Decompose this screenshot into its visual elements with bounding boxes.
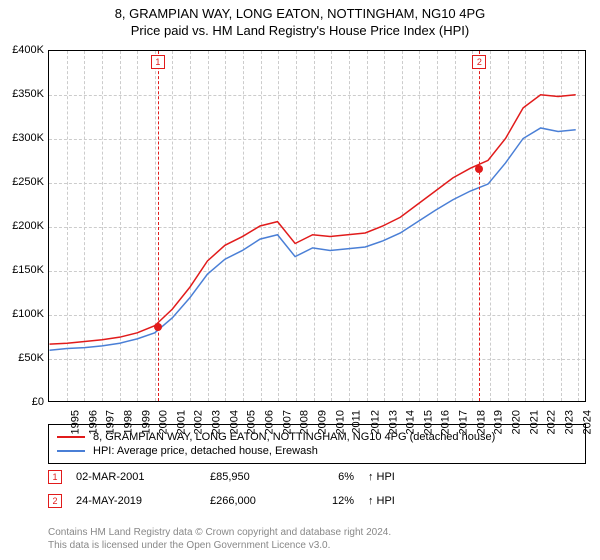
- footer: Contains HM Land Registry data © Crown c…: [48, 526, 391, 552]
- arrow-up-icon: ↑: [368, 495, 374, 507]
- footer-line1: Contains HM Land Registry data © Crown c…: [48, 526, 391, 539]
- sale-price: £85,950: [210, 471, 300, 483]
- y-tick-label: £0: [4, 396, 44, 408]
- legend-item-hpi: HPI: Average price, detached house, Erew…: [57, 445, 577, 457]
- legend-item-property: 8, GRAMPIAN WAY, LONG EATON, NOTTINGHAM,…: [57, 431, 577, 443]
- sale-hpi: ↑ HPI: [368, 495, 395, 507]
- y-tick-label: £50K: [4, 352, 44, 364]
- chart-area: 12: [48, 50, 586, 402]
- y-tick-label: £350K: [4, 88, 44, 100]
- y-tick-label: £300K: [4, 132, 44, 144]
- sale-hpi: ↑ HPI: [368, 471, 395, 483]
- sale-date: 02-MAR-2001: [76, 471, 196, 483]
- chart-container: 8, GRAMPIAN WAY, LONG EATON, NOTTINGHAM,…: [0, 0, 600, 560]
- y-tick-label: £100K: [4, 308, 44, 320]
- legend-swatch: [57, 436, 85, 438]
- marker-dot: [475, 165, 483, 173]
- sale-row-2: 2 24-MAY-2019 £266,000 12% ↑ HPI: [48, 494, 586, 508]
- sale-hpi-label: HPI: [377, 495, 395, 507]
- legend-label: 8, GRAMPIAN WAY, LONG EATON, NOTTINGHAM,…: [93, 431, 495, 443]
- title-line2: Price paid vs. HM Land Registry's House …: [0, 23, 600, 38]
- marker-line: [158, 51, 159, 401]
- legend-swatch: [57, 450, 85, 452]
- arrow-up-icon: ↑: [368, 471, 374, 483]
- y-tick-label: £150K: [4, 264, 44, 276]
- y-tick-label: £400K: [4, 44, 44, 56]
- title-line1: 8, GRAMPIAN WAY, LONG EATON, NOTTINGHAM,…: [0, 6, 600, 21]
- sale-pct: 12%: [314, 495, 354, 507]
- marker-tag: 1: [151, 55, 165, 69]
- y-tick-label: £200K: [4, 220, 44, 232]
- sale-marker-tag: 1: [48, 470, 62, 484]
- series-property: [50, 95, 576, 344]
- footer-line2: This data is licensed under the Open Gov…: [48, 539, 391, 552]
- marker-line: [479, 51, 480, 401]
- legend: 8, GRAMPIAN WAY, LONG EATON, NOTTINGHAM,…: [48, 424, 586, 464]
- series-hpi: [50, 128, 576, 350]
- sale-marker-tag: 2: [48, 494, 62, 508]
- chart-lines: [49, 51, 585, 401]
- sale-row-1: 1 02-MAR-2001 £85,950 6% ↑ HPI: [48, 470, 586, 484]
- sale-price: £266,000: [210, 495, 300, 507]
- title-block: 8, GRAMPIAN WAY, LONG EATON, NOTTINGHAM,…: [0, 0, 600, 40]
- marker-dot: [154, 323, 162, 331]
- sale-hpi-label: HPI: [377, 471, 395, 483]
- sale-date: 24-MAY-2019: [76, 495, 196, 507]
- marker-tag: 2: [472, 55, 486, 69]
- y-tick-label: £250K: [4, 176, 44, 188]
- legend-label: HPI: Average price, detached house, Erew…: [93, 445, 318, 457]
- sale-pct: 6%: [314, 471, 354, 483]
